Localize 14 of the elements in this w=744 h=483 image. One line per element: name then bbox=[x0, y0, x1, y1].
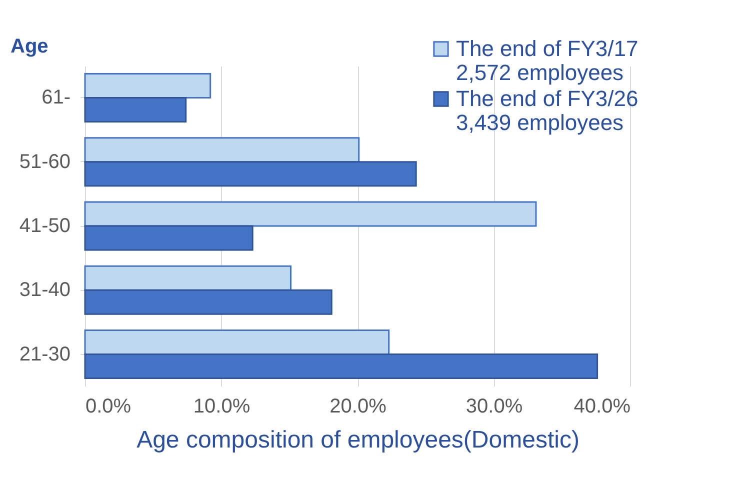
x-tick-label: 10.0% bbox=[193, 396, 250, 418]
legend-label: The end of FY3/26 3,439 employees bbox=[456, 86, 638, 135]
x-tick-label: 20.0% bbox=[330, 396, 387, 418]
x-tick-label: 0.0% bbox=[86, 396, 132, 418]
x-axis-title: Age composition of employees(Domestic) bbox=[136, 426, 580, 454]
y-tick-label: 51-60 bbox=[19, 150, 70, 173]
y-tick-label: 31-40 bbox=[19, 279, 70, 302]
y-axis-title: Age bbox=[10, 36, 48, 58]
y-tick-label: 41-50 bbox=[19, 215, 70, 237]
legend-label: The end of FY3/17 2,572 employees bbox=[456, 36, 638, 85]
x-tick-label: 40.0% bbox=[574, 396, 631, 418]
y-tick-label: 21-30 bbox=[19, 343, 70, 366]
y-tick-label: 61- bbox=[42, 86, 70, 109]
x-tick-label: 30.0% bbox=[466, 396, 523, 418]
